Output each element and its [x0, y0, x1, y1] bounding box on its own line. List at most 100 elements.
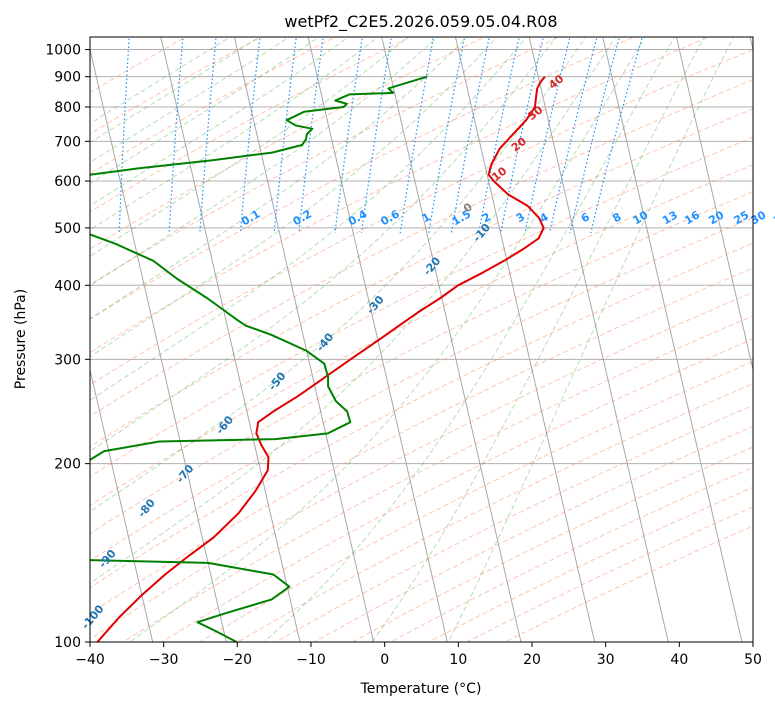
dry-adiabat-line [90, 37, 187, 94]
isotherm-line [307, 37, 448, 642]
moist-adiabat-line [90, 37, 528, 401]
mixing-ratio-label: 1 [420, 210, 433, 225]
isotherm-line [454, 37, 596, 642]
mixing-ratio-line [298, 37, 324, 234]
temperature-profile-line [96, 76, 546, 642]
dewpoint-profile-line [90, 75, 428, 642]
dry-adiabat-line [90, 37, 561, 286]
mixing-ratio-label: 25 [732, 208, 752, 227]
moist-adiabat-line [90, 37, 557, 452]
mixing-ratio-line [118, 37, 130, 234]
moist-adiabat-label: 20 [509, 135, 529, 155]
dry-adiabat-line [90, 37, 337, 175]
isotherm-line [90, 367, 154, 642]
dry-adiabat-label: -70 [174, 462, 197, 486]
isobar-gridlines [90, 49, 753, 642]
mixing-ratio-label: 0.2 [291, 207, 314, 228]
mixing-ratio-line [569, 37, 621, 234]
y-tick-label: 1000 [45, 43, 81, 59]
dry-adiabat-line [90, 37, 486, 250]
mixing-ratio-line [548, 37, 598, 234]
chart-title: wetPf2_C2E5.2026.059.05.04.R08 [284, 12, 557, 32]
dry-adiabat-line [90, 242, 753, 589]
isotherm-line [602, 37, 743, 642]
mixing-ratio-line [399, 37, 435, 234]
mixing-ratio-line [199, 37, 217, 234]
dry-adiabat-line [90, 136, 753, 478]
mixing-ratio-line [168, 37, 184, 234]
mixing-ratio-line [273, 37, 298, 234]
x-tick-label: 50 [744, 652, 762, 668]
moist-adiabat-line [90, 37, 587, 513]
y-tick-label: 900 [54, 70, 81, 86]
x-tick-label: 0 [380, 652, 389, 668]
mixing-ratio-lines [118, 37, 643, 234]
x-tick-label: 10 [449, 652, 467, 668]
dry-adiabats [90, 37, 753, 642]
moist-adiabat-line [90, 37, 379, 231]
y-tick-label: 100 [54, 635, 81, 651]
moist-adiabat-line [263, 37, 676, 642]
dry-adiabat-line [90, 79, 753, 417]
x-tick-label: −30 [149, 652, 179, 668]
dry-adiabat-line [90, 108, 753, 448]
dry-adiabat-label: -90 [96, 547, 119, 571]
moist-adiabat-line [447, 37, 735, 642]
isotherm-gridlines [90, 37, 753, 642]
dry-adiabat-label: -60 [213, 413, 236, 437]
plot-frame [89, 36, 754, 643]
y-tick-label: 400 [54, 278, 81, 294]
dry-adiabat-line [504, 525, 753, 642]
mixing-ratio-label: 30 [749, 208, 769, 227]
isotherm-line [160, 37, 301, 642]
dry-adiabat-label: -100 [79, 602, 107, 632]
moist-adiabat-line [129, 37, 646, 642]
mixing-ratio-line [524, 37, 571, 234]
moist-adiabat-line [90, 37, 320, 184]
dry-adiabat-line [90, 217, 753, 562]
dry-adiabat-label: -80 [135, 496, 158, 520]
sounding-series [90, 75, 546, 642]
dry-adiabat-line [90, 291, 753, 640]
mixing-ratio-label: 10 [631, 208, 651, 227]
mixing-ratio-label: 6 [579, 210, 592, 225]
mixing-ratio-label: 20 [707, 208, 727, 227]
moist-adiabat-line [90, 37, 291, 163]
moist-adiabat-line [90, 37, 617, 584]
mixing-ratio-label: 8 [610, 210, 623, 225]
mixing-ratio-label: 16 [682, 208, 702, 227]
x-tick-label: 30 [597, 652, 615, 668]
dry-adiabat-line [123, 315, 753, 642]
mixing-ratio-label: 36 [771, 208, 775, 227]
y-tick-label: 600 [54, 174, 81, 190]
y-axis-ticks: 100 200 300 400 500 600 700 800 900 1000 [45, 43, 90, 651]
y-tick-label: 500 [54, 221, 81, 237]
x-tick-label: −10 [296, 652, 326, 668]
mixing-ratio-line [500, 37, 545, 234]
y-tick-label: 200 [54, 457, 81, 473]
mixing-ratio-line [428, 37, 466, 234]
moist-adiabat-line [90, 37, 350, 207]
x-axis-label: Temperature (°C) [360, 681, 482, 697]
moist-adiabat-line [90, 37, 231, 125]
isotherm-line [381, 37, 522, 642]
dry-adiabat-label: -50 [266, 369, 289, 393]
moist-adiabat-label: 30 [525, 103, 545, 123]
dry-adiabat-line [428, 486, 753, 642]
dry-adiabat-line [90, 164, 753, 507]
moist-adiabat-line [90, 37, 498, 358]
y-tick-label: 300 [54, 352, 81, 368]
y-tick-label: 800 [54, 100, 81, 116]
dry-adiabat-line [90, 37, 262, 135]
y-axis-label: Pressure (hPa) [13, 289, 29, 389]
dry-adiabat-line [90, 267, 753, 615]
dry-adiabat-line [313, 425, 753, 642]
dry-adiabat-line [90, 49, 753, 386]
mixing-ratio-label: 0.6 [378, 207, 402, 228]
dry-adiabat-line [466, 506, 753, 642]
x-axis-ticks: −40 −30 −20 −10 0 10 20 30 40 50 [75, 642, 762, 668]
dry-adiabat-label: -20 [421, 254, 444, 278]
mixing-ratio-label: 3 [514, 210, 527, 225]
dry-adiabat-line [90, 191, 753, 535]
